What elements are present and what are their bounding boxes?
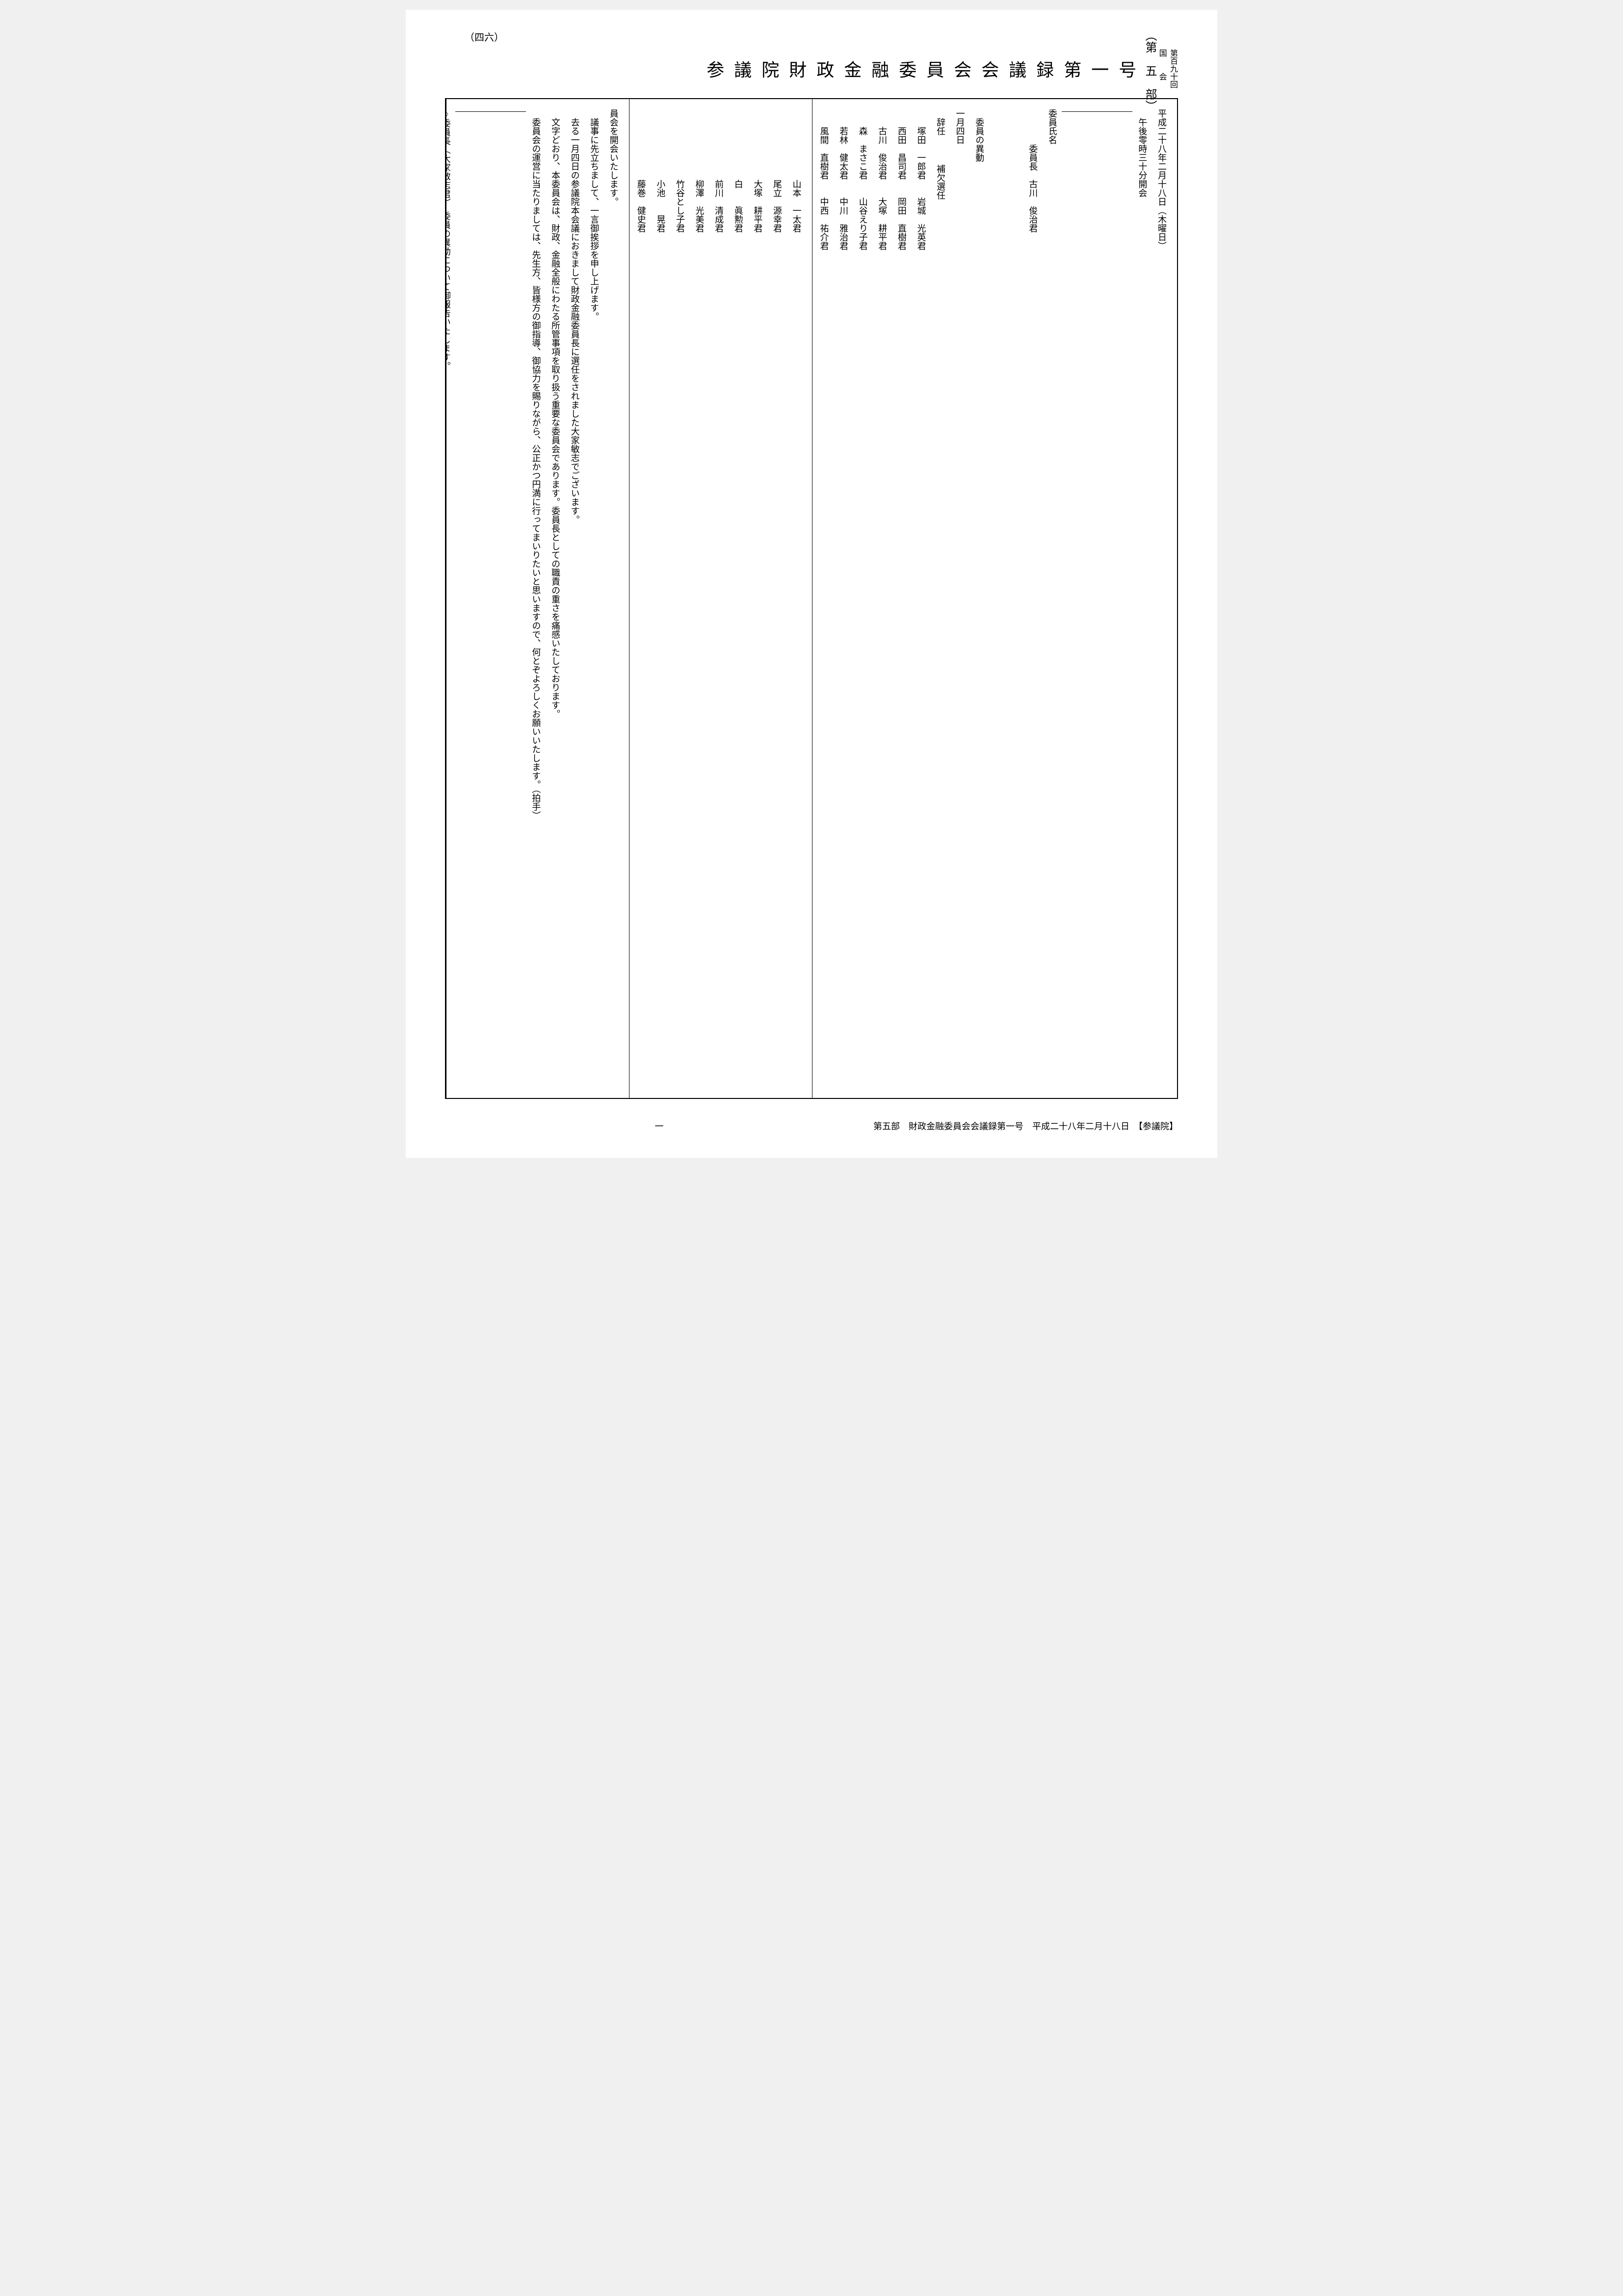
- document-title: 参議院財政金融委員会会議録第一号: [707, 56, 1146, 81]
- divider: [1062, 111, 1132, 112]
- session-line2: 国 会: [1158, 49, 1166, 80]
- footer-page-number: 一: [655, 1120, 664, 1132]
- document-page: （第 五 部） （四六） 第百九十回 国 会 参議院財政金融委員会会議録第一号 …: [406, 10, 1217, 1158]
- jan4-pairs: 塚田 一郎君 岩城 光英君 西田 昌司君 岡田 直樹君 古川 俊治君 大塚 耕平…: [812, 109, 931, 1088]
- footer: 第五部 財政金融委員会会議録第一号 平成二十八年二月十八日 【参議院】 一: [445, 1114, 1178, 1138]
- meeting-time: 午後零時三十分開会: [1137, 109, 1147, 197]
- column-4: 員会を開会いたします。 議事に先立ちまして、一言御挨拶を申し上げます。 去る一月…: [446, 99, 629, 1098]
- footer-citation: 第五部 財政金融委員会会議録第一号 平成二十八年二月十八日 【参議院】: [873, 1120, 1178, 1132]
- column-3: 山本 一太君尾立 源幸君大塚 耕平君白 眞勲君前川 清成君柳澤 光美君竹谷とし子…: [629, 99, 812, 1098]
- members-continued: 山本 一太君尾立 源幸君大塚 耕平君白 眞勲君前川 清成君柳澤 光美君竹谷とし子…: [629, 109, 806, 1088]
- session-info: 第百九十回 国 会: [1156, 49, 1178, 88]
- para-3: 去る一月四日の参議院本会議におきまして財政金融委員長に選任をされました大家敏志で…: [570, 109, 580, 524]
- content-box: 平成二十八年二月十八日（木曜日） 午後零時三十分開会 委員氏名 委員長 古川 俊…: [445, 98, 1178, 1099]
- divider: [455, 111, 526, 112]
- para-5: 委員会の運営に当たりましては、先生方、皆様方の御指導、御協力を賜りながら、公正か…: [531, 109, 541, 820]
- member-change-header: 委員の異動: [974, 109, 984, 162]
- member-list: 委員長 古川 俊治君理 事 愛知 治郎君理 事 若林 健太君理 事 大久保 勉君…: [995, 109, 1042, 1088]
- column-2: 委員の異動 一月四日 辞任 補欠選任 塚田 一郎君 岩城 光英君 西田 昌司君 …: [812, 99, 995, 1098]
- meeting-date: 平成二十八年二月十八日（木曜日）: [1157, 109, 1167, 250]
- session-line1: 第百九十回: [1169, 49, 1177, 88]
- appoint-header: 補欠選任: [936, 164, 945, 200]
- roster-header: 委員氏名: [1047, 109, 1057, 144]
- speaker-2: ○委員長（大家敏志君） 委員の異動について御報告いたします。: [446, 109, 451, 370]
- para-1: 員会を開会いたします。: [609, 109, 619, 206]
- resign-header: 辞任: [936, 109, 945, 135]
- para-2: 議事に先立ちまして、一言御挨拶を申し上げます。: [589, 109, 599, 321]
- title-band: 第百九十回 国 会 参議院財政金融委員会会議録第一号: [553, 49, 1178, 88]
- para-4: 文字どおり、本委員会は、財政、金融全般にわたる所管事項を取り扱う重要な委員会であ…: [550, 109, 560, 718]
- column-1: 平成二十八年二月十八日（木曜日） 午後零時三十分開会 委員氏名 委員長 古川 俊…: [995, 99, 1177, 1098]
- date-jan4: 一月四日: [955, 109, 965, 144]
- top-page-number: （四六）: [465, 29, 504, 44]
